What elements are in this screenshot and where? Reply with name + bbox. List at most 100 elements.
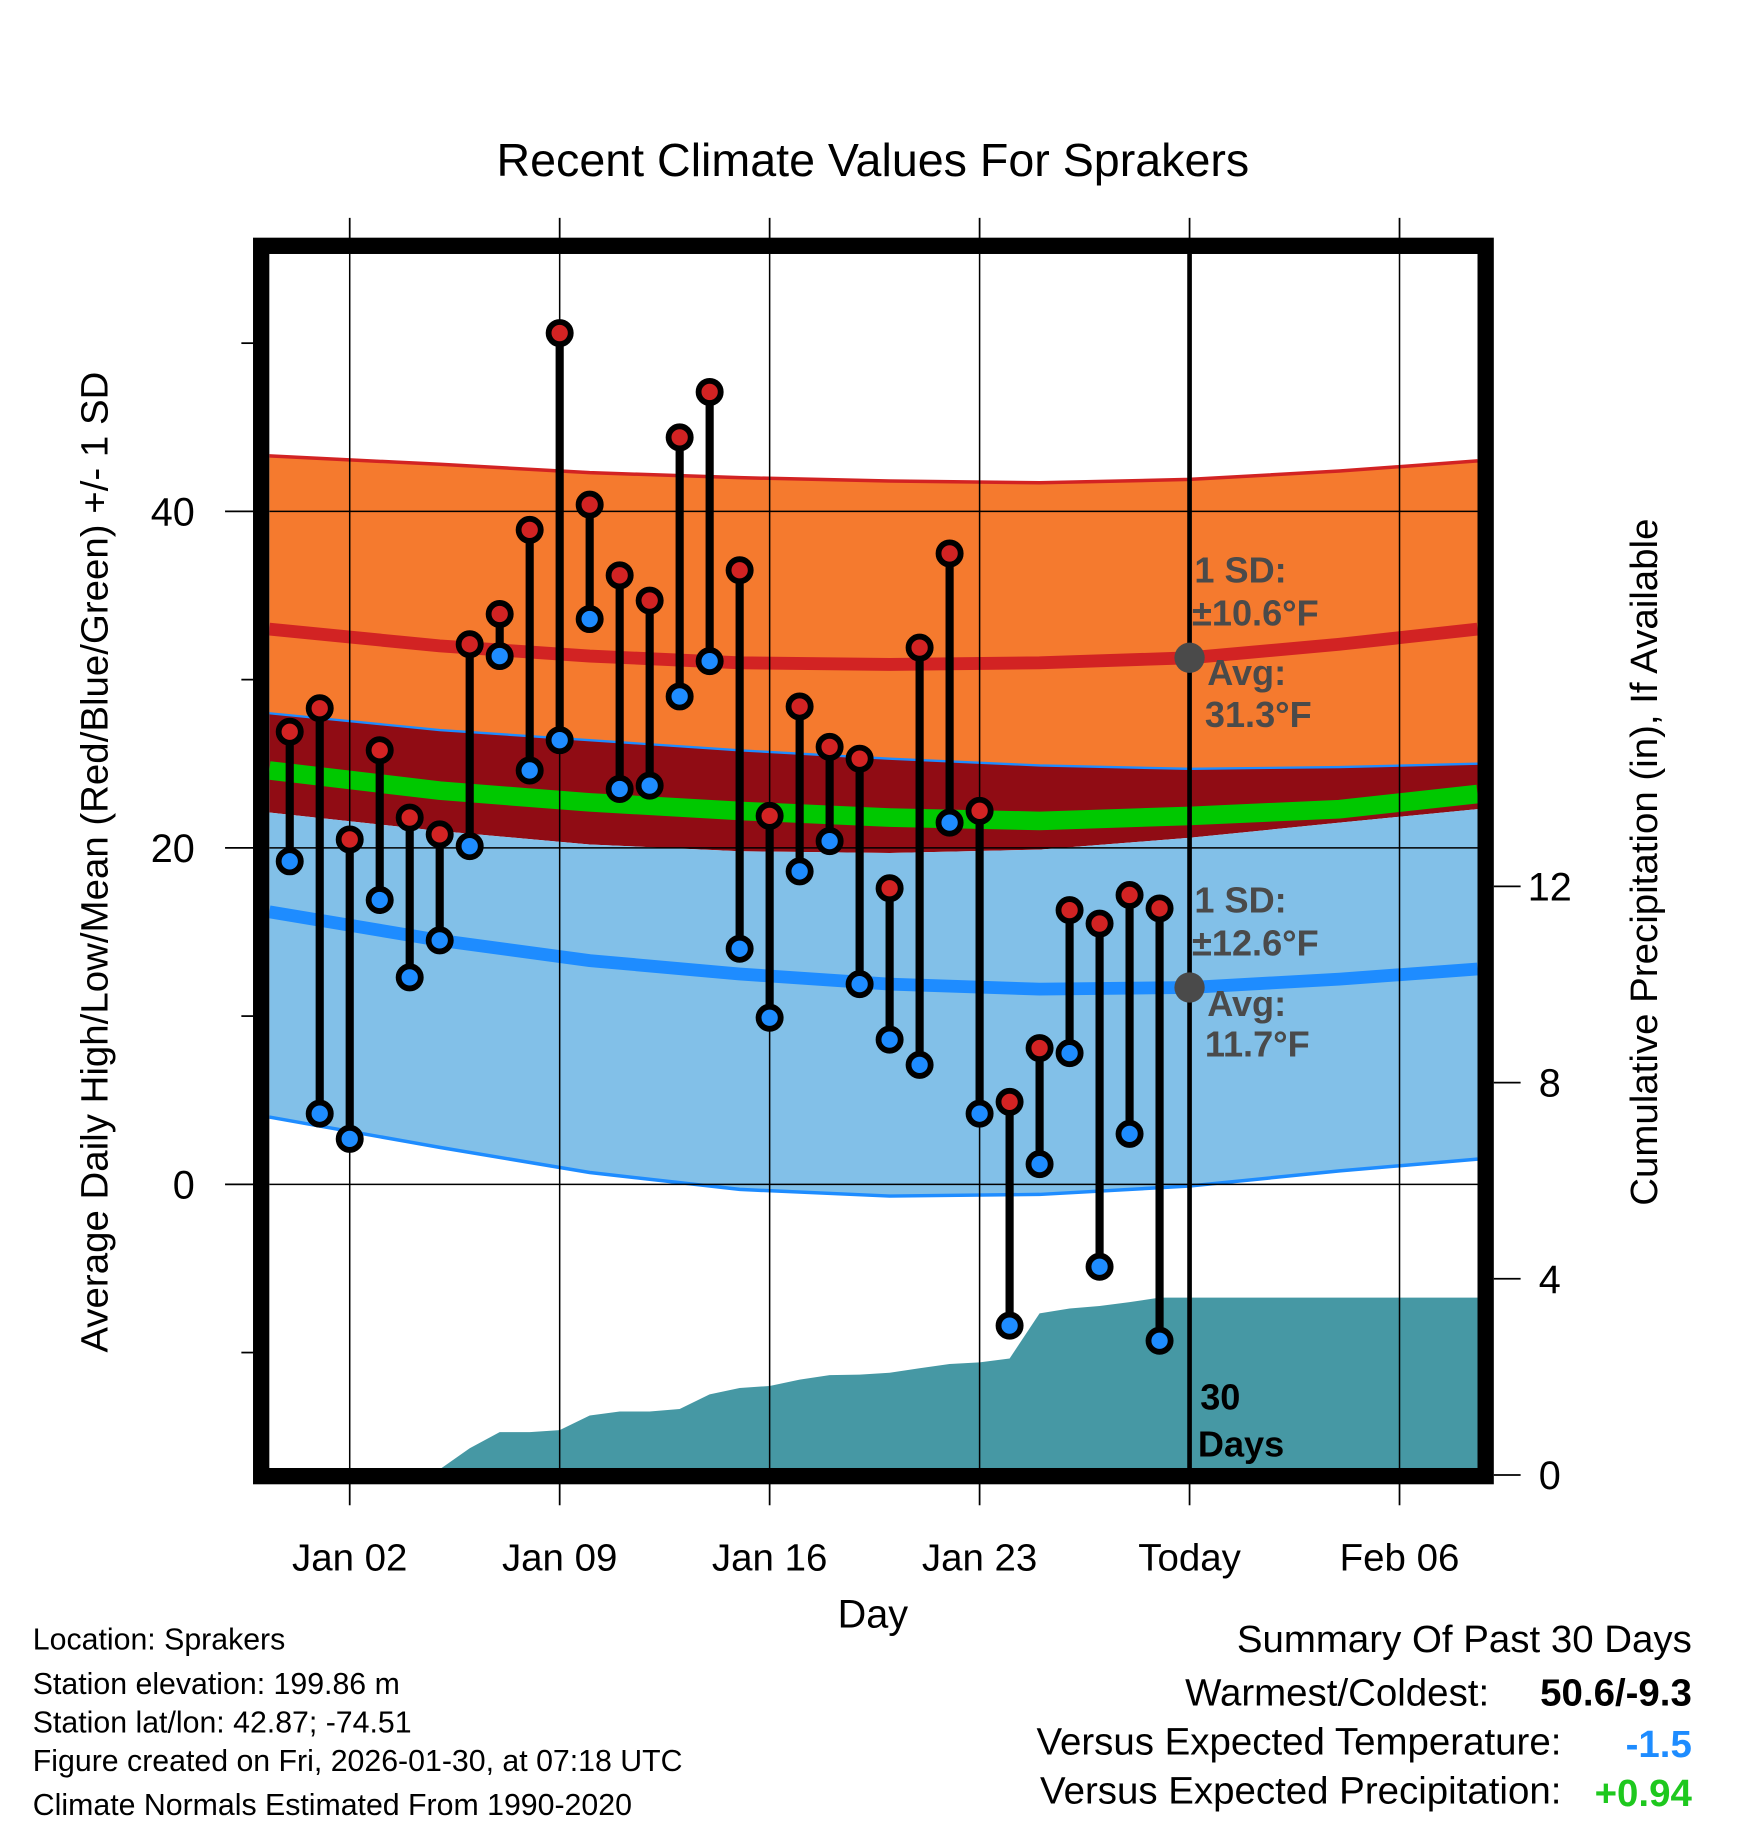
- daily-low-point: [755, 1003, 784, 1032]
- summary: Summary Of Past 30 Days Warmest/Coldest:…: [1036, 1618, 1692, 1815]
- plot-frame: [253, 237, 1494, 1485]
- low-sd-value: ±12.6°F: [1192, 922, 1319, 963]
- y-axis-label: Average Daily High/Low/Mean (Red/Blue/Gr…: [73, 372, 116, 1353]
- daily-high-point: [335, 825, 364, 854]
- daily-low-point: [605, 774, 634, 803]
- y-right-tick-label: 4: [1539, 1258, 1561, 1302]
- daily-high-point: [725, 556, 754, 585]
- daily-low-point: [545, 726, 574, 755]
- low-avg-label: Avg:: [1207, 983, 1286, 1024]
- daily-high-point: [785, 692, 814, 721]
- y-right-tick-label: 8: [1539, 1062, 1561, 1106]
- daily-low-point: [935, 808, 964, 837]
- high-plus-sd-line: [269, 454, 1478, 485]
- summary-warm-label: Warmest/Coldest:: [1185, 1672, 1489, 1715]
- x-tick-label: Jan 23: [922, 1537, 1037, 1580]
- summary-temp-label: Versus Expected Temperature:: [1036, 1721, 1561, 1764]
- y-tick-label: 0: [173, 1163, 195, 1207]
- daily-low-point: [695, 647, 724, 676]
- x-tick-label: Jan 09: [502, 1537, 617, 1580]
- daily-high-point: [1145, 894, 1174, 923]
- daily-low-point: [785, 857, 814, 886]
- high-sd-label: 1 SD:: [1194, 550, 1286, 591]
- daily-high-point: [605, 561, 634, 590]
- daily-low-point: [1055, 1039, 1084, 1068]
- high-avg-value: 31.3°F: [1205, 694, 1312, 735]
- daily-high-point: [515, 515, 544, 544]
- low-avg-marker: [1174, 972, 1205, 1003]
- y-right-tick-label: 0: [1539, 1454, 1561, 1498]
- info-location: Location: Sprakers: [33, 1624, 285, 1657]
- daily-low-point: [725, 934, 754, 963]
- daily-low-point: [305, 1099, 334, 1128]
- daily-high-point: [455, 630, 484, 659]
- low-minus-sd-line: [269, 1115, 1478, 1198]
- daily-high-point: [1115, 880, 1144, 909]
- info-elevation: Station elevation: 199.86 m: [33, 1668, 400, 1701]
- low-sd-label: 1 SD:: [1194, 879, 1286, 920]
- days-label-text: Days: [1198, 1423, 1284, 1464]
- daily-high-point: [995, 1087, 1024, 1116]
- plot-area: [269, 253, 1478, 1471]
- y-tick-label: 40: [151, 490, 195, 534]
- y-tick-label: 20: [151, 827, 195, 871]
- daily-high-point: [935, 539, 964, 568]
- daily-low-point: [1025, 1150, 1054, 1179]
- x-tick-label: Feb 06: [1340, 1537, 1460, 1580]
- daily-high-point: [575, 490, 604, 519]
- precip-area: [269, 1297, 1478, 1471]
- daily-high-point: [1085, 909, 1114, 938]
- daily-low-point: [485, 642, 514, 671]
- daily-high-point: [635, 586, 664, 615]
- summary-temp-value: -1.5: [1626, 1723, 1692, 1766]
- x-tick-label: Today: [1138, 1537, 1241, 1580]
- low-sd-band: [269, 809, 1478, 1197]
- info-created: Figure created on Fri, 2026-01-30, at 07…: [33, 1745, 683, 1778]
- x-tick-label: Jan 02: [292, 1537, 407, 1580]
- high-avg-label: Avg:: [1207, 652, 1286, 693]
- daily-high-point: [755, 801, 784, 830]
- daily-low-point: [905, 1050, 934, 1079]
- daily-high-point: [305, 694, 334, 723]
- daily-low-point: [275, 847, 304, 876]
- daily-high-point: [545, 319, 574, 348]
- daily-high-point: [485, 600, 514, 628]
- daily-high-point: [815, 732, 844, 761]
- y-right-tick-label: 12: [1528, 865, 1572, 909]
- daily-low-point: [365, 886, 394, 914]
- summary-title: Summary Of Past 30 Days: [1237, 1618, 1692, 1661]
- daily-low-point: [1115, 1119, 1144, 1148]
- daily-high-point: [905, 633, 934, 662]
- daily-high-point: [425, 820, 454, 849]
- summary-precip-label: Versus Expected Precipitation:: [1040, 1770, 1561, 1813]
- mean-avg-line: [269, 761, 1478, 831]
- days-label-number: 30: [1200, 1377, 1240, 1418]
- high-sd-value: ±10.6°F: [1192, 593, 1319, 634]
- daily-low-point: [845, 970, 874, 999]
- daily-low-point: [875, 1025, 904, 1054]
- high-sd-band: [269, 455, 1478, 769]
- daily-high-point: [965, 796, 994, 825]
- daily-high-point: [1055, 896, 1084, 925]
- daily-low-point: [575, 605, 604, 634]
- daily-low-point: [335, 1124, 364, 1153]
- daily-high-point: [665, 423, 694, 452]
- chart-title: Recent Climate Values For Sprakers: [496, 134, 1249, 186]
- daily-low-point: [995, 1311, 1024, 1340]
- x-tick-label: Jan 16: [712, 1537, 827, 1580]
- info-normals: Climate Normals Estimated From 1990-2020: [33, 1789, 632, 1822]
- daily-low-point: [665, 682, 694, 711]
- daily-high-point: [695, 377, 724, 406]
- x-axis-label: Day: [838, 1593, 909, 1637]
- daily-high-point: [275, 717, 304, 746]
- summary-precip-value: +0.94: [1595, 1772, 1693, 1815]
- y-axis-right-label: Cumulative Precipitation (in), If Availa…: [1623, 519, 1666, 1206]
- daily-high-point: [395, 803, 424, 832]
- high-minus-sd-line: [269, 712, 1478, 770]
- summary-warm-value: 50.6/-9.3: [1540, 1672, 1692, 1715]
- daily-low-point: [395, 963, 424, 992]
- daily-low-point: [455, 832, 484, 861]
- low-avg-value: 11.7°F: [1205, 1024, 1310, 1065]
- daily-low-point: [515, 756, 544, 785]
